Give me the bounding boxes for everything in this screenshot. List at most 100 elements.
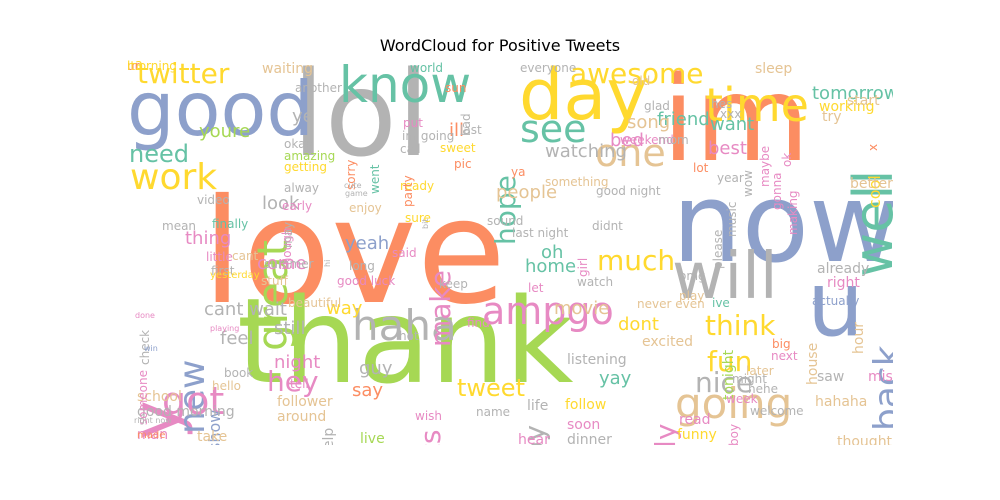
word-man: man xyxy=(137,427,169,443)
word-yesterday: yesterday xyxy=(210,270,260,281)
word-please: please xyxy=(711,229,725,269)
word-wish: wish xyxy=(415,409,443,423)
word-want: want xyxy=(710,114,755,135)
word-enjoy: enjoy xyxy=(349,201,382,215)
word-youre: youre xyxy=(199,121,251,142)
word-soon: soon xyxy=(567,417,601,433)
word-thing: thing xyxy=(185,228,232,249)
word-life: life xyxy=(527,398,549,414)
word-old: old xyxy=(632,74,651,88)
word-around: around xyxy=(277,409,327,425)
word-hehe: hehe xyxy=(748,382,778,396)
word-tomorrow: tomorrow xyxy=(812,83,893,104)
word-thought: thought xyxy=(837,434,893,445)
word-movie: movie xyxy=(554,298,610,319)
word-u: u xyxy=(807,252,865,357)
word-still: still xyxy=(274,318,306,339)
word-right: right xyxy=(827,275,860,291)
word-little: little xyxy=(206,250,233,264)
word-come: come xyxy=(257,253,307,274)
word-saw: saw xyxy=(817,369,845,385)
word-thank: thank xyxy=(237,272,574,410)
word-working: working xyxy=(819,99,875,115)
word-im: im xyxy=(662,60,810,188)
word-win: win xyxy=(144,344,158,353)
word-hot: hot xyxy=(399,329,419,343)
word-ya: ya xyxy=(511,165,526,179)
word-week: week xyxy=(726,392,758,406)
word-game: game xyxy=(345,189,368,198)
word-hear: hear xyxy=(518,432,550,445)
word-hi: hi xyxy=(323,259,332,267)
word-early: early xyxy=(282,199,313,213)
word-never-even: never even xyxy=(637,297,705,311)
word-sleep: sleep xyxy=(755,61,793,77)
word-later: later xyxy=(746,364,774,378)
word-pic: pic xyxy=(454,157,472,171)
word-stuff: stuff xyxy=(261,274,288,288)
word-got: got xyxy=(162,379,225,423)
word-sure: sure xyxy=(405,211,431,225)
word-lot: lot xyxy=(693,161,709,175)
word-home: home xyxy=(525,256,577,277)
word-mean: mean xyxy=(162,219,197,233)
word-welcome: welcome xyxy=(750,404,804,418)
word-now: now xyxy=(672,159,893,287)
word-dont: dont xyxy=(618,314,659,335)
word-getting: getting xyxy=(284,160,327,174)
word-play: play xyxy=(679,289,705,303)
word-didnt: didnt xyxy=(592,219,623,233)
word-making: making xyxy=(786,190,800,235)
word-one: one xyxy=(595,131,666,175)
word-hahaha: hahaha xyxy=(815,394,868,410)
word-dinner: dinner xyxy=(567,432,612,445)
word-cute: cute xyxy=(344,181,362,190)
word-bit: bit xyxy=(421,218,430,229)
word-ive: ive xyxy=(712,296,730,310)
word-love: love xyxy=(202,168,507,337)
word-funny: funny xyxy=(677,427,717,443)
word-another: another xyxy=(295,81,342,95)
word-lol: lol xyxy=(292,60,430,183)
word-think: think xyxy=(705,309,776,342)
word-good-morning: good morning xyxy=(137,404,235,420)
word-try: try xyxy=(822,109,842,125)
word-see: see xyxy=(520,107,587,151)
word-cant-wait: cant wait xyxy=(204,299,287,320)
word-find: find xyxy=(467,316,490,330)
word-ready: ready xyxy=(400,179,435,193)
word-sweet: sweet xyxy=(440,141,476,155)
word-nice: nice xyxy=(695,366,754,399)
word-time: time xyxy=(705,78,809,132)
word-okay: okay xyxy=(284,137,313,151)
word-long: long xyxy=(349,259,375,273)
word-sound: sound xyxy=(487,214,524,228)
word-party: party xyxy=(401,175,415,207)
word-amazing: amazing xyxy=(284,149,336,163)
word-next: next xyxy=(771,349,798,363)
word-world: world xyxy=(410,61,444,75)
word-better: better xyxy=(850,176,893,192)
word-sun: sun xyxy=(445,81,467,95)
word-follower: follower xyxy=(277,394,333,410)
word-way: way xyxy=(326,298,363,319)
word-watching: watching xyxy=(545,141,627,162)
word-year: year xyxy=(717,171,744,185)
word-ok: ok xyxy=(780,152,794,167)
word-big: big xyxy=(772,337,791,351)
word-music: music xyxy=(725,201,739,237)
word-lt3: lt3 xyxy=(127,60,143,73)
word-im-going: im going xyxy=(402,129,455,143)
word-bed: bed xyxy=(610,130,644,151)
word-read: read xyxy=(679,412,711,428)
word-hour: hour xyxy=(851,321,867,354)
word-finally: finally xyxy=(212,217,249,231)
word-boy: boy xyxy=(727,423,741,445)
word-school: school xyxy=(137,389,182,405)
word-fun: fun xyxy=(707,345,753,378)
word-everyone: everyone xyxy=(520,61,577,75)
word-beautiful: beautiful xyxy=(288,296,342,310)
word-much: much xyxy=(597,244,676,277)
word-call: call xyxy=(400,142,421,156)
word-feel: feel xyxy=(220,328,254,349)
